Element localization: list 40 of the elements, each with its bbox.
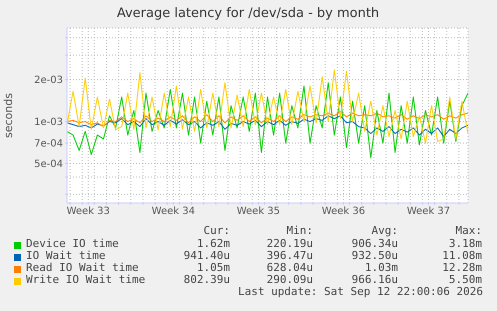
text: 906.34u — [352, 237, 398, 250]
text: 1.03m — [364, 261, 398, 274]
x-tick-label: Week 35 — [236, 206, 280, 218]
text: 1.05m — [196, 261, 230, 274]
x-tick-label: Week 33 — [66, 206, 110, 218]
legend-label: Device IO time — [26, 237, 119, 250]
text: 966.16u — [352, 273, 398, 286]
text: Max: — [456, 224, 482, 237]
text: 3.18m — [448, 237, 482, 250]
text: 932.50u — [352, 249, 398, 262]
x-tick-label: Week 37 — [406, 206, 450, 218]
line-series — [67, 115, 468, 138]
text: 12.28m — [442, 261, 482, 274]
text: 290.09u — [266, 273, 313, 286]
text: 220.19u — [266, 237, 313, 250]
y-tick-label: 5e-04 — [34, 159, 63, 170]
text: 396.47u — [266, 249, 313, 262]
text: Last update: Sat Sep 12 22:00:06 2026 — [238, 285, 483, 298]
y-tick-label: 2e-03 — [34, 75, 63, 86]
text: Avg: — [372, 224, 398, 237]
text: Cur: — [204, 224, 230, 237]
text: 1.62m — [196, 237, 230, 250]
text: Min: — [286, 224, 313, 237]
y-axis-title: seconds — [2, 92, 15, 138]
text: 11.08m — [442, 249, 482, 262]
chart-title: Average latency for /dev/sda - by month — [116, 6, 380, 21]
line-series — [67, 111, 468, 128]
text: 5.50m — [448, 273, 482, 286]
legend-label: IO Wait time — [26, 249, 106, 262]
legend-label: Read IO Wait time — [26, 261, 139, 274]
legend-label: Write IO Wait time — [26, 273, 146, 286]
x-tick-label: Week 36 — [322, 206, 366, 218]
y-tick-label: 1e-03 — [34, 117, 63, 128]
line-series — [67, 69, 468, 144]
text: 628.04u — [266, 261, 313, 274]
text: 941.40u — [184, 249, 230, 262]
line-series — [67, 82, 468, 158]
x-tick-label: Week 34 — [152, 206, 195, 218]
y-tick-label: 7e-04 — [34, 138, 63, 150]
text: 802.39u — [184, 273, 230, 286]
